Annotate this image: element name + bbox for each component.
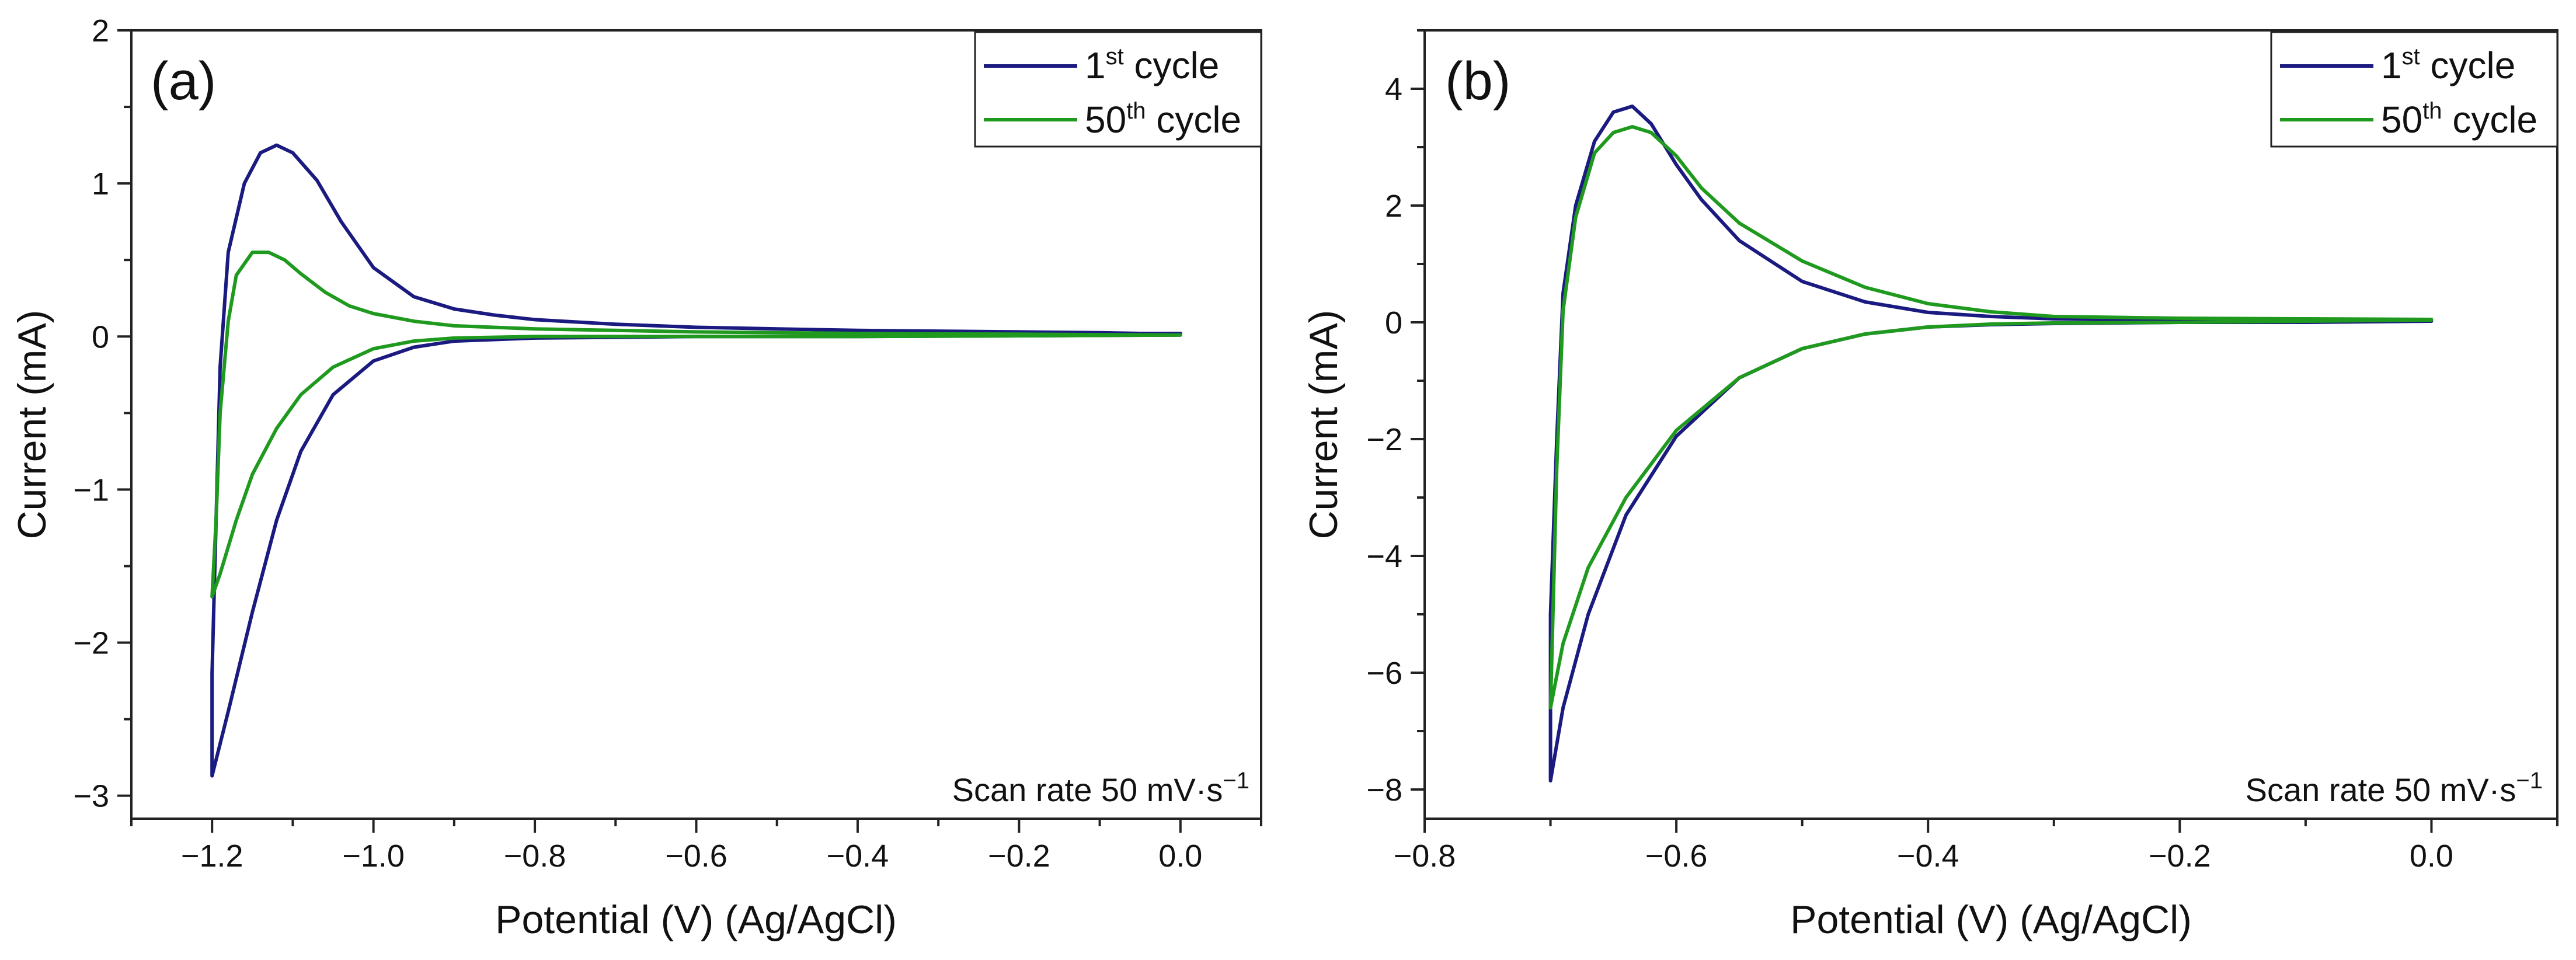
y-tick-label: −2 (73, 626, 109, 661)
plot-frame (1423, 29, 2558, 820)
y-tick-label: 4 (1385, 72, 1402, 107)
legend-sup: th (2422, 98, 2442, 124)
panel-label: (a) (151, 51, 216, 111)
legend-rest: cycle (1146, 99, 1242, 141)
legend-base: 50 (1085, 99, 1126, 141)
legend: 1st cycle 50th cycle (2270, 31, 2558, 148)
x-axis-label: Potential (V) (Ag/AgCl) (1790, 898, 2192, 942)
series-line-1st-cycle (210, 143, 1182, 778)
legend-entry-1st-cycle: 1st cycle (1085, 44, 1219, 86)
y-axis-label: Current (mA) (1301, 310, 1346, 540)
legend-sup: st (2402, 44, 2420, 69)
x-tick-label: −0.2 (2149, 839, 2211, 874)
series-line-50th-cycle (210, 251, 1182, 599)
legend: 1st cycle 50th cycle (974, 31, 1262, 148)
scan-rate-exponent: −1 (1223, 768, 1249, 794)
legend-entry-50th-cycle: 50th cycle (2381, 98, 2537, 141)
y-tick-label: −1 (73, 472, 109, 507)
x-tick-label: 0.0 (1158, 839, 1202, 874)
scan-rate-exponent: −1 (2516, 768, 2543, 794)
scan-rate-annotation: Scan rate 50 mV·s−1 (2246, 768, 2543, 808)
scan-rate-annotation: Scan rate 50 mV·s−1 (952, 768, 1249, 808)
legend-rest: cycle (2442, 99, 2538, 141)
legend-box (974, 31, 1262, 148)
y-tick-label: 0 (1385, 305, 1402, 340)
x-tick-label: −0.8 (1394, 839, 1456, 874)
y-tick-label: 1 (92, 166, 109, 201)
x-tick-label: −0.6 (665, 839, 727, 874)
legend-box (2270, 31, 2558, 148)
x-tick-label: −1.0 (342, 839, 405, 874)
x-tick-label: −0.4 (1897, 839, 1959, 874)
legend-sup: st (1106, 44, 1124, 69)
x-tick-label: −0.6 (1645, 839, 1708, 874)
scan-rate-text: Scan rate 50 mV·s (952, 771, 1223, 808)
y-tick-label: 2 (92, 13, 109, 48)
plot-frame (130, 29, 1262, 820)
y-tick-label: −6 (1366, 656, 1402, 691)
x-tick-label: −0.4 (827, 839, 889, 874)
y-tick-label: −4 (1366, 539, 1402, 574)
legend-base: 1 (2381, 44, 2402, 86)
x-tick-label: 0.0 (2410, 839, 2453, 874)
legend-rest: cycle (2420, 44, 2516, 86)
panel-a: −1.2 −1.0 −0.8 −0.6 −0.4 −0.2 0.0 2 1 0 −1 −2 −3 (a)… (10, 13, 1262, 942)
x-tick-label: −0.2 (988, 839, 1050, 874)
legend-entry-1st-cycle: 1st cycle (2381, 44, 2515, 86)
y-tick-label: 2 (1385, 189, 1402, 224)
x-axis-label: Potential (V) (Ag/AgCl) (495, 898, 897, 942)
legend-entry-50th-cycle: 50th cycle (1085, 98, 1241, 141)
legend-base: 50 (2381, 99, 2422, 141)
legend-sup: th (1126, 98, 1146, 124)
y-tick-label: −3 (73, 779, 109, 814)
y-axis-label: Current (mA) (10, 310, 54, 540)
x-tick-label: −1.2 (181, 839, 243, 874)
y-tick-label: −8 (1366, 773, 1402, 808)
panel-b: −0.8 −0.6 −0.4 −0.2 0.0 4 2 0 −2 −4 −6 −8 (b) Poten… (1301, 29, 2558, 942)
legend-rest: cycle (1124, 44, 1220, 86)
panel-label: (b) (1445, 51, 1510, 111)
series-line-50th-cycle (1548, 125, 2434, 709)
y-tick-label: 0 (92, 319, 109, 354)
scan-rate-text: Scan rate 50 mV·s (2246, 771, 2516, 808)
series-line-1st-cycle (1548, 105, 2434, 782)
legend-base: 1 (1085, 44, 1106, 86)
x-tick-label: −0.8 (504, 839, 566, 874)
y-tick-label: −2 (1366, 422, 1402, 457)
